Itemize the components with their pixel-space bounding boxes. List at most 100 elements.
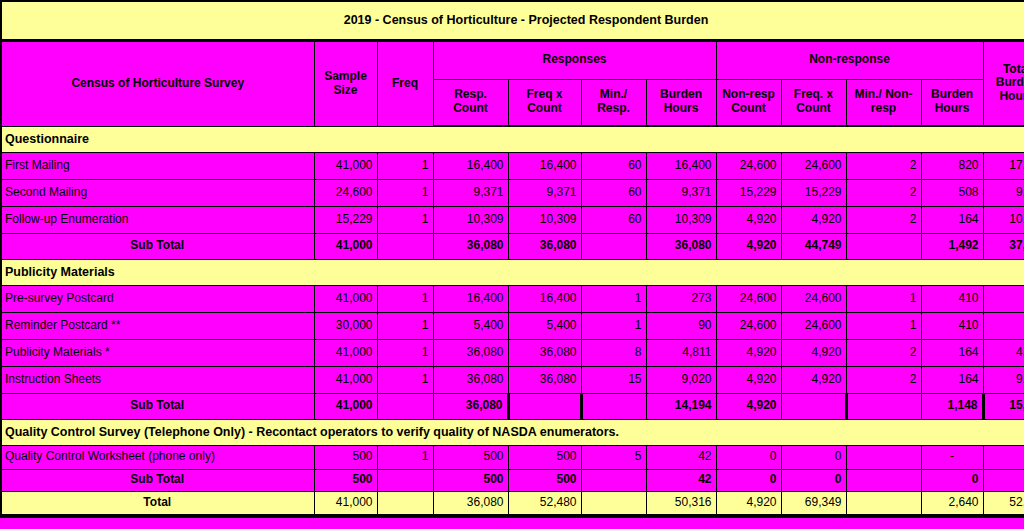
- section-header-row: Questionnaire: [1, 126, 1024, 152]
- value-cell: [508, 393, 581, 419]
- value-cell: 10,309: [508, 206, 581, 233]
- value-cell: 69,349: [781, 491, 846, 516]
- value-cell: 0: [781, 469, 846, 491]
- table-row: Publicity Materials *41,000136,08036,080…: [1, 339, 1024, 366]
- section-header-row: Quality Control Survey (Telephone Only) …: [1, 419, 1024, 445]
- value-cell: [846, 445, 921, 469]
- value-cell: 1: [377, 339, 433, 366]
- value-cell: [846, 469, 921, 491]
- value-cell: 41,000: [314, 285, 377, 312]
- value-cell: 41,000: [314, 152, 377, 179]
- value-cell: 36,080: [508, 339, 581, 366]
- value-cell: 2: [846, 179, 921, 206]
- value-cell: 15,229: [781, 179, 846, 206]
- value-cell: 1: [377, 366, 433, 393]
- value-cell: 1,492: [921, 233, 983, 259]
- value-cell: [377, 469, 433, 491]
- value-cell: 36,080: [646, 233, 716, 259]
- value-cell: 500: [508, 445, 581, 469]
- value-cell: 4,920: [716, 206, 781, 233]
- value-cell: 683: [983, 285, 1024, 312]
- value-cell: 15,342: [983, 393, 1024, 419]
- row-label: Follow-up Enumeration: [1, 206, 314, 233]
- value-cell: 24,600: [716, 152, 781, 179]
- value-cell: 1: [377, 285, 433, 312]
- col-header-nonresp-count: Non-resp Count: [716, 79, 781, 126]
- value-cell: 36,080: [433, 393, 508, 419]
- value-cell: 41,000: [314, 233, 377, 259]
- value-cell: 9,371: [508, 179, 581, 206]
- table-row: Pre-survey Postcard41,000116,40016,40012…: [1, 285, 1024, 312]
- value-cell: 9,371: [646, 179, 716, 206]
- burden-table: 2019 - Census of Horticulture - Projecte…: [0, 0, 1024, 518]
- value-cell: 15,229: [314, 206, 377, 233]
- value-cell: 500: [314, 469, 377, 491]
- row-label: Sub Total: [1, 469, 314, 491]
- value-cell: 42: [646, 469, 716, 491]
- row-label: Reminder Postcard **: [1, 312, 314, 339]
- value-cell: 42: [983, 445, 1024, 469]
- col-header-freq-x-count: Freq x Count: [508, 79, 581, 126]
- value-cell: 10,309: [646, 206, 716, 233]
- col-header-resp-count: Resp. Count: [433, 79, 508, 126]
- page-title: 2019 - Census of Horticulture - Projecte…: [1, 1, 1024, 40]
- row-label: Sub Total: [1, 233, 314, 259]
- value-cell: 16,400: [646, 152, 716, 179]
- value-cell: 5,400: [508, 312, 581, 339]
- col-header-nonresp-burden-hours: Burden Hours: [921, 79, 983, 126]
- value-cell: 30,000: [314, 312, 377, 339]
- value-cell: 4,920: [716, 339, 781, 366]
- value-cell: 1: [846, 285, 921, 312]
- table-row: Follow-up Enumeration15,2291 10,309 10,309…: [1, 206, 1024, 233]
- value-cell: 16,400: [508, 285, 581, 312]
- row-label: Publicity Materials *: [1, 339, 314, 366]
- row-label: Instruction Sheets: [1, 366, 314, 393]
- value-cell: 1: [581, 285, 646, 312]
- value-cell: 42: [646, 445, 716, 469]
- subtotal-row: Sub Total5005005004200042: [1, 469, 1024, 491]
- value-cell: 5: [581, 445, 646, 469]
- value-cell: 1: [377, 445, 433, 469]
- title-row: 2019 - Census of Horticulture - Projecte…: [1, 1, 1024, 40]
- value-cell: 15,229: [716, 179, 781, 206]
- value-cell: 41,000: [314, 491, 377, 516]
- section-heading: Questionnaire: [1, 126, 1024, 152]
- value-cell: 24,600: [781, 312, 846, 339]
- subtotal-row: Sub Total41,00036,08036,08036,0804,92044…: [1, 233, 1024, 259]
- value-cell: -: [921, 445, 983, 469]
- spreadsheet-view: 2019 - Census of Horticulture - Projecte…: [0, 0, 1024, 518]
- value-cell: 4,920: [781, 339, 846, 366]
- value-cell: 36,080: [433, 491, 508, 516]
- value-cell: [377, 491, 433, 516]
- value-cell: 500: [433, 469, 508, 491]
- value-cell: [581, 491, 646, 516]
- value-cell: 164: [921, 339, 983, 366]
- value-cell: 36,080: [508, 366, 581, 393]
- row-label: Sub Total: [1, 393, 314, 419]
- value-cell: 2: [846, 206, 921, 233]
- value-cell: 410: [921, 312, 983, 339]
- value-cell: 5,400: [433, 312, 508, 339]
- value-cell: [846, 233, 921, 259]
- row-label: Quality Control Worksheet (phone only): [1, 445, 314, 469]
- value-cell: 16,400: [433, 285, 508, 312]
- value-cell: 2,640: [921, 491, 983, 516]
- col-header-min-nonresp: Min./ Non-resp: [846, 79, 921, 126]
- table-row: Instruction Sheets41,000136,08036,080159…: [1, 366, 1024, 393]
- value-cell: 1: [377, 179, 433, 206]
- value-cell: 16,400: [433, 152, 508, 179]
- value-cell: 820: [921, 152, 983, 179]
- col-header-sample-size: Sample Size: [314, 40, 377, 126]
- value-cell: 52,480: [508, 491, 581, 516]
- value-cell: 50,316: [646, 491, 716, 516]
- value-cell: 0: [781, 445, 846, 469]
- value-cell: 17,220: [983, 152, 1024, 179]
- subtotal-row: Sub Total41,00036,08014,1944,9201,14815,…: [1, 393, 1024, 419]
- value-cell: 15: [581, 366, 646, 393]
- col-header-burden-hours: Burden Hours: [646, 79, 716, 126]
- value-cell: [581, 393, 646, 419]
- value-cell: 52,956: [983, 491, 1024, 516]
- value-cell: 2: [846, 339, 921, 366]
- value-cell: 24,600: [314, 179, 377, 206]
- value-cell: 1: [377, 206, 433, 233]
